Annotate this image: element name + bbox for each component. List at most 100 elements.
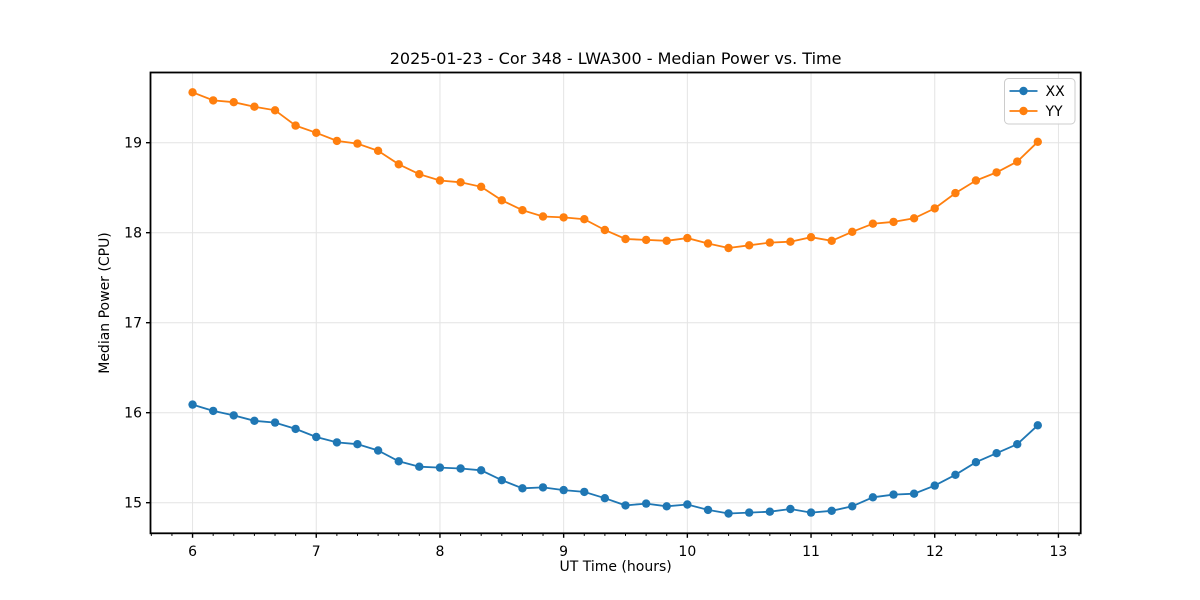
data-point-yy <box>621 234 630 244</box>
data-point-xx <box>971 458 981 467</box>
data-point-yy <box>909 214 919 223</box>
data-point-yy <box>600 225 610 235</box>
legend-label-yy: YY <box>1045 104 1064 120</box>
data-point-xx <box>538 483 548 492</box>
data-point-yy <box>291 121 300 130</box>
y-axis-label: Median Power (CPU) <box>97 232 113 374</box>
data-point-yy <box>538 212 548 221</box>
x-tick-label: 10 <box>678 544 696 560</box>
legend-marker-yy <box>1019 106 1028 116</box>
data-point-xx <box>909 489 919 498</box>
data-point-xx <box>786 504 795 514</box>
data-point-xx <box>580 487 589 497</box>
data-point-yy <box>415 170 424 179</box>
data-point-yy <box>270 106 280 115</box>
data-point-xx <box>806 508 816 517</box>
x-tick-label: 7 <box>312 544 321 560</box>
legend: XX YY <box>1004 78 1076 125</box>
data-point-yy <box>868 219 878 228</box>
data-point-xx <box>930 481 939 490</box>
axes-layer <box>146 71 1082 538</box>
series-layer <box>188 88 1042 518</box>
data-point-yy <box>229 98 238 107</box>
data-point-yy <box>765 238 775 247</box>
grid-layer <box>150 72 1081 534</box>
data-point-yy <box>373 146 383 155</box>
data-point-xx <box>435 463 445 472</box>
data-point-yy <box>394 160 403 169</box>
data-point-yy <box>456 178 465 187</box>
data-point-xx <box>373 446 383 455</box>
data-point-xx <box>848 502 857 511</box>
data-point-yy <box>744 241 754 250</box>
data-point-yy <box>188 88 197 97</box>
data-point-xx <box>1013 440 1022 449</box>
y-tick-label: 16 <box>124 406 142 422</box>
data-point-yy <box>559 213 568 222</box>
plot-border <box>149 71 1082 535</box>
data-point-xx <box>291 424 300 434</box>
data-point-yy <box>827 236 836 245</box>
data-point-yy <box>435 176 445 185</box>
data-point-xx <box>641 499 651 508</box>
data-point-yy <box>580 215 589 224</box>
data-point-yy <box>786 237 795 246</box>
data-point-xx <box>703 505 713 515</box>
data-point-xx <box>559 485 568 495</box>
data-point-yy <box>662 236 671 245</box>
data-point-yy <box>806 233 816 242</box>
data-point-yy <box>332 136 342 146</box>
series-line-yy <box>192 91 1039 249</box>
series-line-xx <box>192 403 1039 515</box>
data-point-xx <box>951 470 960 479</box>
data-point-xx <box>353 440 362 449</box>
data-point-yy <box>476 182 486 191</box>
x-tick-label: 11 <box>802 544 820 560</box>
data-point-xx <box>600 494 610 503</box>
data-point-yy <box>353 139 362 148</box>
data-point-yy <box>641 235 651 245</box>
data-point-xx <box>415 462 424 471</box>
data-point-xx <box>518 484 527 493</box>
data-point-yy <box>951 188 960 198</box>
data-point-xx <box>270 418 280 427</box>
data-point-yy <box>703 239 713 248</box>
data-point-xx <box>394 457 403 466</box>
y-tick-label: 17 <box>124 316 142 332</box>
data-point-yy <box>518 206 527 215</box>
data-point-yy <box>250 102 259 111</box>
data-point-xx <box>992 449 1001 458</box>
data-point-xx <box>229 411 238 420</box>
x-tick-label: 9 <box>559 544 568 560</box>
data-point-yy <box>683 233 692 243</box>
data-point-xx <box>332 438 342 447</box>
data-point-yy <box>992 168 1001 177</box>
y-tick-label: 19 <box>124 136 142 152</box>
legend-marker-xx <box>1019 86 1028 96</box>
data-point-xx <box>476 466 486 475</box>
data-point-xx <box>889 490 898 499</box>
data-point-xx <box>497 476 506 485</box>
data-point-xx <box>683 500 692 509</box>
data-point-xx <box>250 416 259 425</box>
y-tick-label: 18 <box>124 226 142 242</box>
y-tick-label: 15 <box>124 496 142 512</box>
data-point-xx <box>1033 421 1042 430</box>
tick-label-layer: 6 7 8 9 10 11 12 13 15 16 17 18 19 <box>124 136 1067 560</box>
data-point-xx <box>188 400 197 409</box>
data-point-yy <box>497 196 506 205</box>
data-point-yy <box>930 204 939 213</box>
data-point-xx <box>724 509 733 518</box>
x-tick-label: 8 <box>435 544 444 560</box>
data-point-xx <box>827 506 836 515</box>
data-point-yy <box>724 243 733 253</box>
data-point-xx <box>456 464 465 473</box>
data-point-yy <box>312 128 321 137</box>
data-point-xx <box>868 493 878 502</box>
data-point-xx <box>621 501 630 510</box>
data-point-yy <box>1033 137 1042 146</box>
data-point-yy <box>1013 157 1022 166</box>
data-point-xx <box>209 406 218 416</box>
